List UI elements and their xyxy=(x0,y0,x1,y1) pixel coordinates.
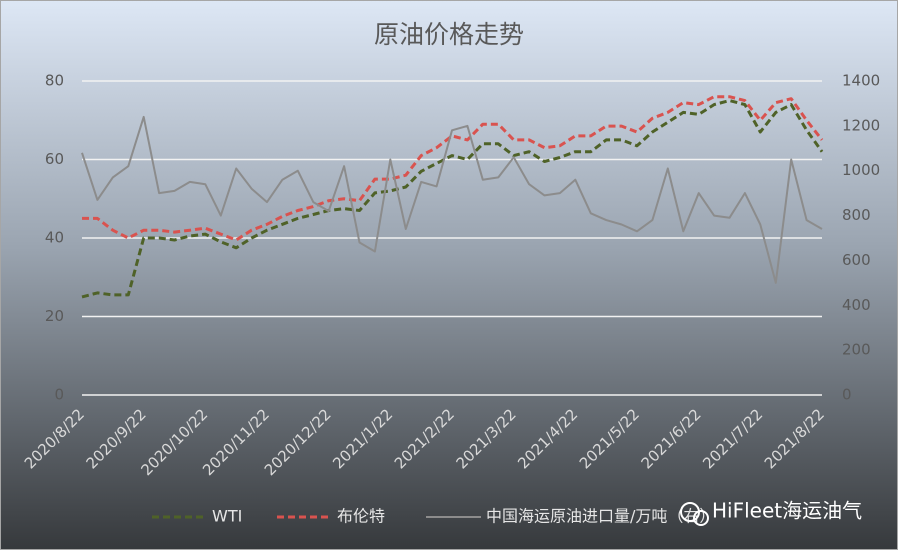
legend-label: WTI xyxy=(212,507,242,526)
y2-tick-label: 1200 xyxy=(842,116,880,134)
y2-tick-label: 1000 xyxy=(842,161,880,179)
y2-tick-label: 0 xyxy=(842,386,852,404)
y-tick-label: 80 xyxy=(45,72,64,90)
y2-tick-label: 200 xyxy=(842,341,871,359)
y2-tick-label: 600 xyxy=(842,251,871,269)
y2-tick-label: 800 xyxy=(842,206,871,224)
legend-label: 中国海运原油进口量/万吨（右） xyxy=(486,507,715,526)
series-line xyxy=(82,95,824,242)
y2-tick-label: 1400 xyxy=(842,72,880,90)
watermark: HiFleet海运油气 xyxy=(680,499,862,526)
y-tick-label: 0 xyxy=(54,386,64,404)
series-line xyxy=(81,99,824,299)
y-tick-label: 60 xyxy=(45,150,64,168)
y-tick-label: 40 xyxy=(45,229,64,247)
legend-label: 布伦特 xyxy=(337,507,385,526)
series-line xyxy=(81,115,823,284)
watermark-text: HiFleet海运油气 xyxy=(712,499,862,523)
chart-title: 原油价格走势 xyxy=(374,20,524,49)
y2-tick-label: 400 xyxy=(842,296,871,314)
y-tick-label: 20 xyxy=(45,307,64,325)
